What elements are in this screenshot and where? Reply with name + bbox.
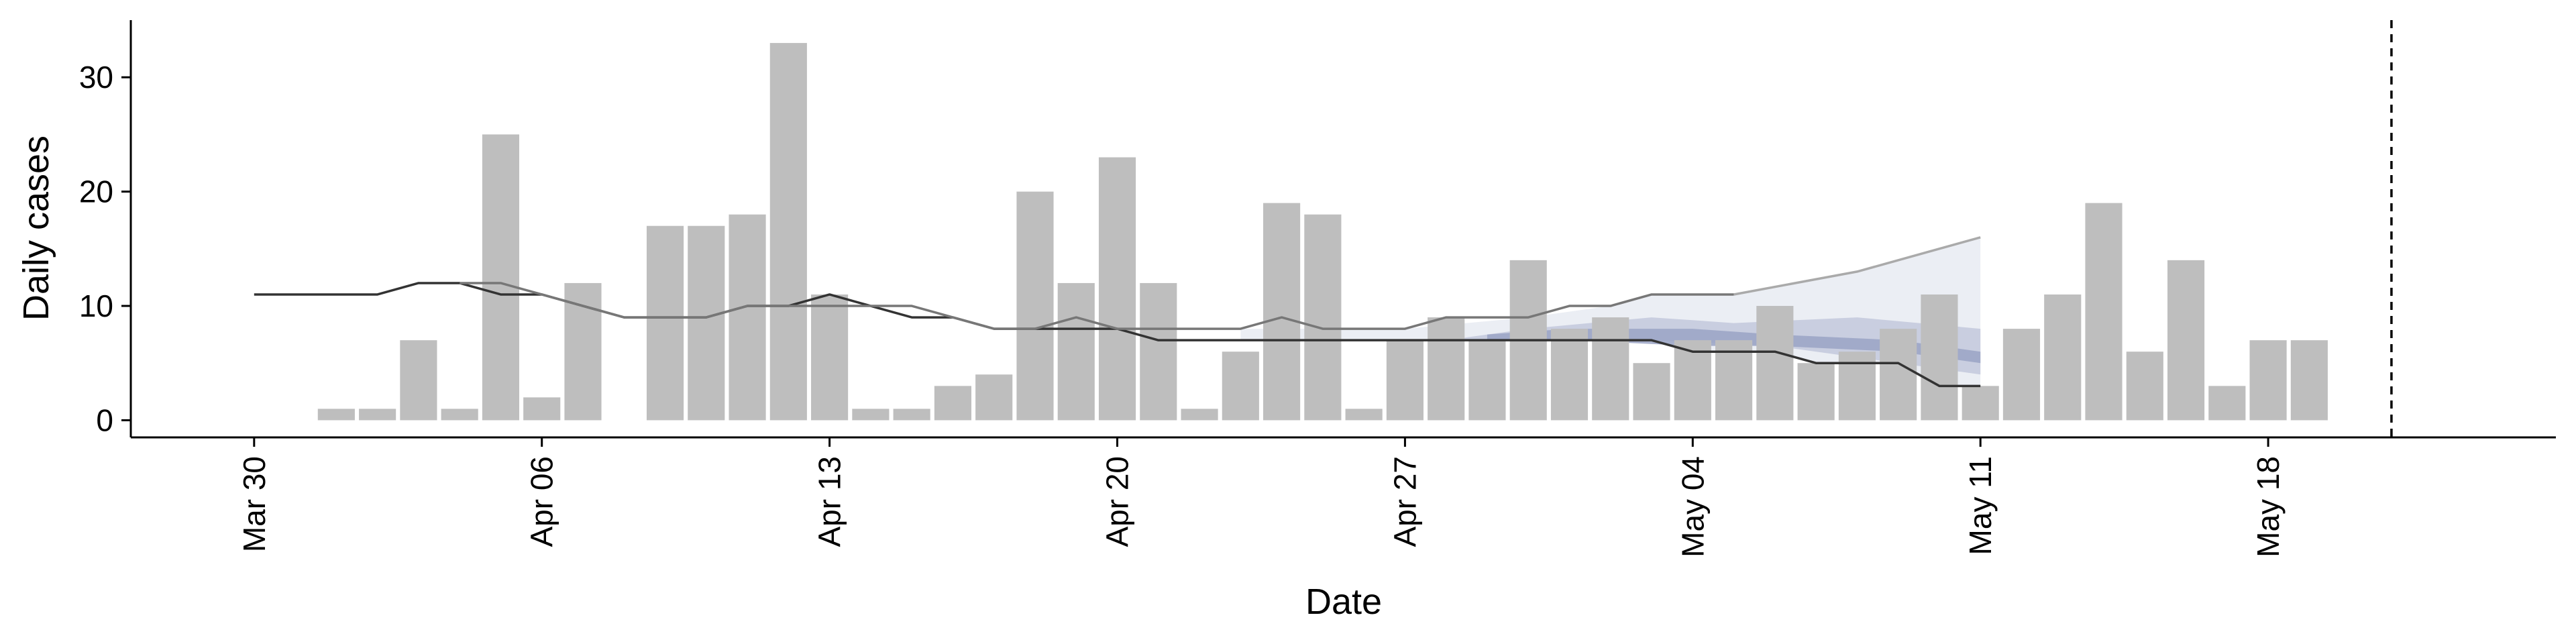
bar-2020-04-13 — [811, 294, 849, 421]
y-axis-ticks: 0 10 20 30 — [79, 60, 131, 437]
bar-2020-04-16 — [934, 386, 971, 421]
bars — [317, 43, 2328, 421]
trend-lines — [254, 236, 1981, 388]
bar-2020-05-16 — [2167, 260, 2205, 421]
bar-2020-04-14 — [852, 409, 890, 421]
x-tick-label-2020-05-04: May 04 — [1675, 456, 1710, 557]
bar-2020-04-28 — [1428, 317, 1465, 421]
bar-2020-05-11 — [1962, 386, 1999, 421]
y-tick-label-0: 0 — [96, 402, 113, 437]
bar-2020-04-03 — [400, 340, 437, 421]
x-tick-label-2020-05-18: May 18 — [2251, 456, 2286, 557]
bar-2020-05-03 — [1633, 363, 1670, 421]
bar-2020-05-18 — [2249, 340, 2287, 421]
bar-2020-04-09 — [646, 225, 684, 421]
bar-2020-05-07 — [1797, 363, 1835, 421]
bar-2020-04-04 — [441, 409, 478, 421]
bar-2020-04-01 — [317, 409, 355, 421]
bar-2020-05-05 — [1715, 340, 1753, 421]
trend-line-1 — [254, 282, 1981, 388]
bar-2020-04-18 — [1016, 191, 1054, 421]
trend-line-3 — [1733, 236, 1981, 296]
bar-2020-04-17 — [975, 374, 1013, 421]
x-tick-label-2020-05-11: May 11 — [1963, 456, 1998, 555]
x-tick-label-2020-04-06: Apr 06 — [525, 456, 559, 547]
bar-2020-05-13 — [2044, 294, 2082, 421]
bar-2020-05-17 — [2208, 386, 2246, 421]
y-tick-label-30: 30 — [79, 60, 113, 95]
bar-2020-04-06 — [523, 397, 561, 421]
bar-2020-04-07 — [564, 282, 602, 421]
y-tick-label-10: 10 — [79, 288, 113, 323]
trend-line-2 — [460, 282, 1734, 330]
bar-2020-04-22 — [1181, 409, 1218, 421]
bar-2020-05-19 — [2290, 340, 2328, 421]
bar-2020-05-01 — [1550, 329, 1589, 421]
bar-2020-04-23 — [1222, 352, 1259, 421]
bar-2020-04-27 — [1386, 340, 1424, 421]
x-tick-label-2020-04-20: Apr 20 — [1100, 456, 1135, 547]
bar-2020-05-10 — [1921, 294, 1958, 421]
bar-2020-04-11 — [729, 214, 766, 421]
y-tick-label-20: 20 — [79, 174, 113, 209]
bar-2020-04-10 — [688, 225, 725, 421]
forecast-band-1 — [1240, 237, 1981, 386]
bar-2020-04-24 — [1263, 203, 1301, 421]
bar-2020-05-14 — [2085, 203, 2123, 421]
bar-2020-04-29 — [1468, 340, 1506, 421]
x-tick-label-2020-04-27: Apr 27 — [1387, 456, 1422, 547]
bar-2020-05-06 — [1756, 306, 1794, 421]
bar-2020-05-04 — [1674, 340, 1711, 421]
x-tick-label-2020-03-30: Mar 30 — [237, 456, 272, 552]
bar-2020-05-02 — [1592, 317, 1629, 421]
x-tick-label-2020-04-13: Apr 13 — [812, 456, 847, 547]
bar-2020-04-19 — [1057, 282, 1095, 421]
bar-2020-04-20 — [1098, 157, 1136, 421]
bar-2020-04-05 — [482, 134, 520, 421]
bar-2020-05-09 — [1880, 329, 1917, 421]
bar-2020-04-25 — [1304, 214, 1342, 421]
bar-2020-04-26 — [1345, 409, 1383, 421]
bar-2020-05-12 — [2002, 329, 2041, 421]
y-axis-title: Daily cases — [16, 136, 56, 321]
x-axis-title: Date — [1305, 582, 1382, 622]
bar-2020-04-21 — [1140, 282, 1177, 421]
x-axis-ticks: Mar 30 Apr 06 Apr 13 Apr 20 Apr 27 May 04 May … — [237, 437, 2286, 557]
bar-2020-04-02 — [359, 409, 396, 421]
bar-2020-04-12 — [769, 43, 807, 421]
bar-2020-05-15 — [2126, 352, 2163, 421]
bar-2020-04-15 — [893, 409, 930, 421]
